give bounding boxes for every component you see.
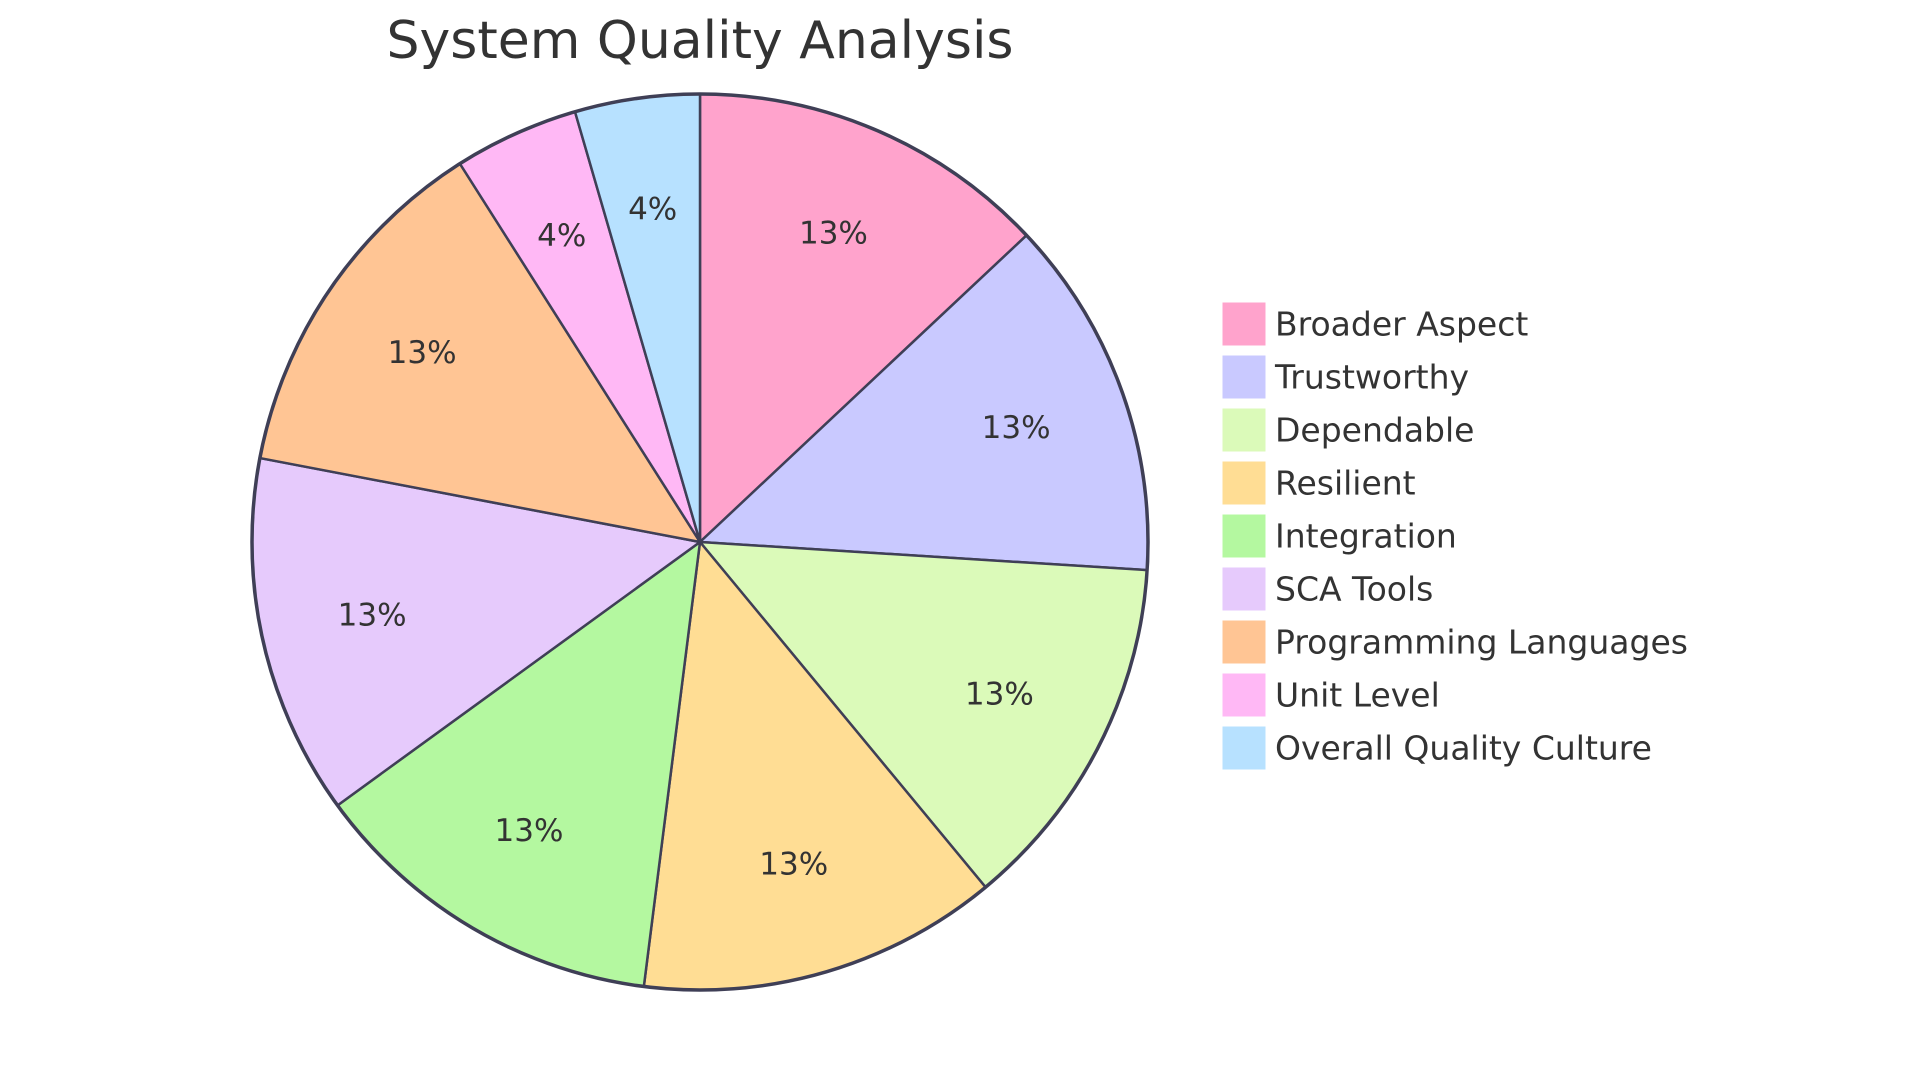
legend-label-integration: Integration	[1275, 517, 1457, 556]
legend-label-dependable: Dependable	[1275, 411, 1474, 450]
slice-label-dependable: 13%	[965, 677, 1034, 713]
legend-label-trustworthy: Trustworthy	[1274, 358, 1469, 397]
legend-swatch-trustworthy	[1221, 354, 1267, 400]
pie-slice-labels: 13% 13% 13% 13% 13% 13% 13% 4% 4%	[338, 191, 1051, 882]
slice-label-programming-languages: 13%	[388, 335, 457, 371]
legend-swatch-sca-tools	[1221, 566, 1267, 612]
chart-title: System Quality Analysis	[386, 11, 1013, 71]
pie-outline	[250, 92, 1150, 992]
slice-label-resilient: 13%	[759, 847, 828, 883]
legend-label-sca-tools: SCA Tools	[1275, 570, 1433, 609]
legend-swatch-overall-quality-culture	[1221, 725, 1267, 771]
slice-label-sca-tools: 13%	[338, 597, 407, 633]
legend-label-resilient: Resilient	[1275, 464, 1416, 503]
slice-label-broader-aspect: 13%	[799, 216, 868, 252]
pie-slices	[250, 92, 1150, 992]
legend-swatch-resilient	[1221, 460, 1267, 506]
legend-label-overall-quality-culture: Overall Quality Culture	[1275, 729, 1652, 768]
legend-swatch-dependable	[1221, 407, 1267, 453]
legend-swatch-integration	[1221, 513, 1267, 559]
slice-label-overall-quality-culture: 4%	[628, 191, 677, 227]
slice-label-unit-level: 4%	[537, 218, 586, 254]
legend-swatch-broader-aspect	[1221, 301, 1267, 347]
slice-label-trustworthy: 13%	[982, 410, 1051, 446]
slice-label-integration: 13%	[495, 813, 564, 849]
legend-label-broader-aspect: Broader Aspect	[1275, 305, 1528, 344]
legend-label-programming-languages: Programming Languages	[1275, 623, 1688, 662]
legend-swatch-programming-languages	[1221, 619, 1267, 665]
legend: Broader Aspect Trustworthy Dependable Resil…	[1221, 301, 1688, 771]
legend-label-unit-level: Unit Level	[1275, 676, 1440, 715]
legend-swatch-unit-level	[1221, 672, 1267, 718]
